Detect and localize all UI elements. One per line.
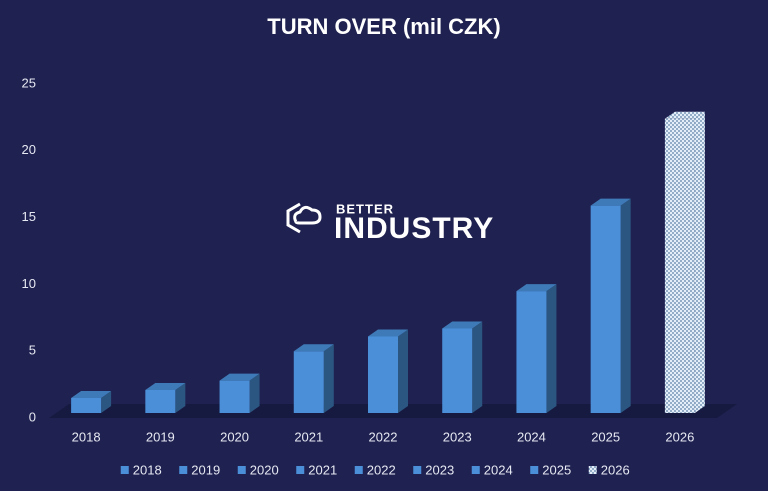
legend-label: 2025 xyxy=(542,462,571,477)
y-tick-label: 5 xyxy=(29,343,36,358)
bar xyxy=(664,111,705,414)
bar-top xyxy=(516,284,557,292)
legend-swatch xyxy=(354,466,363,474)
legend-label: 2018 xyxy=(133,462,162,477)
bar-front xyxy=(219,380,250,413)
bar xyxy=(293,344,334,413)
bar-side xyxy=(694,111,705,414)
bar-front xyxy=(71,397,102,413)
bar-front xyxy=(293,351,324,413)
bar-side xyxy=(101,390,112,413)
x-tick-label: 2018 xyxy=(72,429,101,444)
bar-front xyxy=(590,205,621,413)
x-tick-label: 2024 xyxy=(517,429,546,444)
bar-front xyxy=(145,389,176,413)
legend-swatch xyxy=(413,466,422,474)
legend-swatch xyxy=(296,466,305,474)
bar-front xyxy=(368,336,398,413)
legend-label: 2026 xyxy=(601,462,630,477)
chart-title: TURN OVER (mil CZK) xyxy=(267,14,500,39)
y-tick-label: 25 xyxy=(22,75,36,90)
legend-swatch xyxy=(179,466,188,474)
bar-side xyxy=(323,344,334,413)
y-tick-label: 10 xyxy=(22,276,36,291)
bar-side xyxy=(546,284,557,413)
bar-top xyxy=(368,329,408,337)
watermark: BETTER INDUSTRY xyxy=(286,201,494,245)
x-tick-label: 2023 xyxy=(443,429,472,444)
x-tick-label: 2020 xyxy=(220,429,249,444)
legend-swatch xyxy=(120,466,129,474)
watermark-bottom: INDUSTRY xyxy=(334,212,494,245)
logo xyxy=(286,202,322,234)
x-tick-label: 2022 xyxy=(369,429,398,444)
bar-top xyxy=(590,198,631,206)
bar xyxy=(71,390,112,413)
bar-front xyxy=(442,328,473,413)
legend-label: 2020 xyxy=(250,462,279,477)
legend-label: 2019 xyxy=(191,462,220,477)
bar xyxy=(590,198,631,413)
bar xyxy=(368,329,408,413)
y-tick-label: 15 xyxy=(22,209,36,224)
x-tick-label: 2019 xyxy=(146,429,175,444)
legend-label: 2024 xyxy=(484,462,513,477)
bar-side xyxy=(472,321,483,413)
legend-swatch xyxy=(588,466,597,474)
bar-top xyxy=(293,344,334,352)
y-tick-label: 0 xyxy=(29,409,36,424)
bar-front xyxy=(516,291,547,413)
legend-swatch xyxy=(530,466,539,474)
x-tick-label: 2026 xyxy=(665,429,694,444)
bar xyxy=(219,373,260,413)
watermark-top: BETTER xyxy=(336,201,394,216)
bar xyxy=(516,284,557,413)
bar-side xyxy=(249,373,260,413)
bar-top xyxy=(442,321,483,329)
legend-label: 2021 xyxy=(308,462,337,477)
y-tick-label: 20 xyxy=(22,142,36,157)
bar-side xyxy=(175,382,186,413)
x-tick-label: 2025 xyxy=(591,429,620,444)
bar xyxy=(442,321,483,413)
bar-top xyxy=(219,373,260,381)
bar-top xyxy=(145,382,186,390)
bar-side xyxy=(398,329,408,413)
legend-swatch xyxy=(237,466,246,474)
legend-label: 2022 xyxy=(367,462,396,477)
legend-swatch xyxy=(471,466,480,474)
x-tick-label: 2021 xyxy=(294,429,323,444)
bar-top xyxy=(71,390,112,398)
legend-label: 2023 xyxy=(425,462,454,477)
bar-top xyxy=(664,111,705,119)
bar-side xyxy=(620,198,631,413)
bar-front xyxy=(664,118,695,414)
bar xyxy=(145,382,186,413)
